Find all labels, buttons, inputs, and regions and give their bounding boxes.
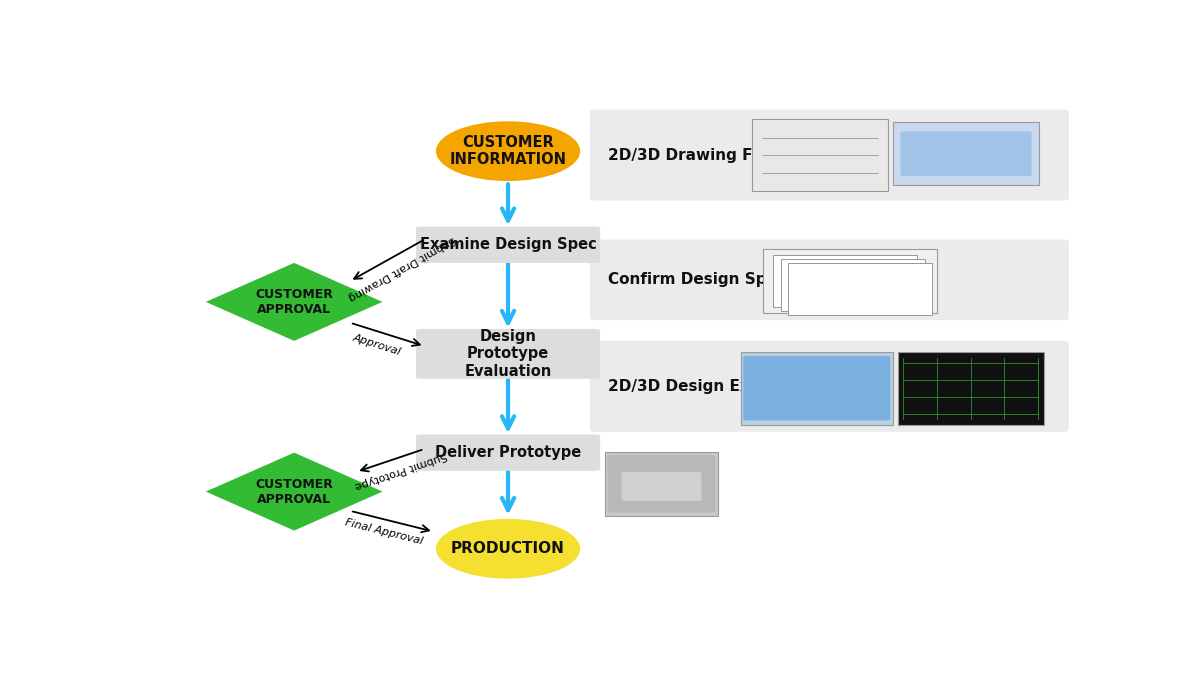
Text: Final Approval: Final Approval (343, 517, 424, 546)
Bar (788, 263, 932, 315)
Text: CUSTOMER
INFORMATION: CUSTOMER INFORMATION (450, 135, 566, 167)
FancyBboxPatch shape (622, 472, 702, 501)
FancyBboxPatch shape (416, 227, 600, 263)
FancyBboxPatch shape (416, 329, 600, 379)
Text: CUSTOMER
APPROVAL: CUSTOMER APPROVAL (256, 478, 334, 506)
FancyBboxPatch shape (898, 352, 1044, 425)
FancyBboxPatch shape (740, 352, 893, 425)
Ellipse shape (436, 519, 580, 578)
FancyBboxPatch shape (607, 455, 715, 512)
Text: Deliver Prototype: Deliver Prototype (434, 445, 581, 460)
FancyBboxPatch shape (900, 132, 1032, 176)
Bar (773, 255, 917, 307)
FancyBboxPatch shape (763, 249, 937, 313)
Text: Submit Draft Drawing: Submit Draft Drawing (347, 234, 457, 302)
Polygon shape (206, 453, 383, 531)
Text: PRODUCTION: PRODUCTION (451, 541, 565, 556)
FancyBboxPatch shape (893, 122, 1039, 186)
Text: Approval: Approval (352, 332, 402, 356)
Polygon shape (206, 263, 383, 341)
FancyBboxPatch shape (751, 119, 888, 190)
Text: Submit Prototype: Submit Prototype (354, 450, 449, 491)
Text: Examine Design Spec: Examine Design Spec (420, 237, 596, 252)
FancyBboxPatch shape (605, 452, 719, 516)
Text: 2D/3D Drawing From Customer: 2D/3D Drawing From Customer (608, 148, 874, 163)
FancyBboxPatch shape (590, 109, 1069, 200)
Ellipse shape (436, 122, 580, 181)
Text: CUSTOMER
APPROVAL: CUSTOMER APPROVAL (256, 288, 334, 316)
FancyBboxPatch shape (743, 356, 890, 421)
FancyBboxPatch shape (590, 240, 1069, 320)
Bar (780, 259, 925, 311)
Text: Confirm Design Spec: Confirm Design Spec (608, 272, 786, 288)
Text: Design
Prototype
Evaluation: Design Prototype Evaluation (464, 329, 552, 379)
FancyBboxPatch shape (416, 435, 600, 471)
FancyBboxPatch shape (590, 341, 1069, 432)
Text: 2D/3D Design Examination: 2D/3D Design Examination (608, 379, 836, 394)
